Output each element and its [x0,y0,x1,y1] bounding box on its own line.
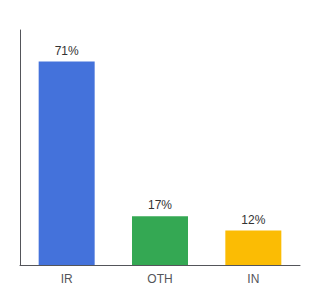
svg-text:IN: IN [247,272,259,286]
svg-text:12%: 12% [241,213,265,227]
svg-text:OTH: OTH [147,272,172,286]
svg-text:71%: 71% [55,44,79,58]
svg-text:IR: IR [61,272,73,286]
svg-text:17%: 17% [148,198,172,212]
